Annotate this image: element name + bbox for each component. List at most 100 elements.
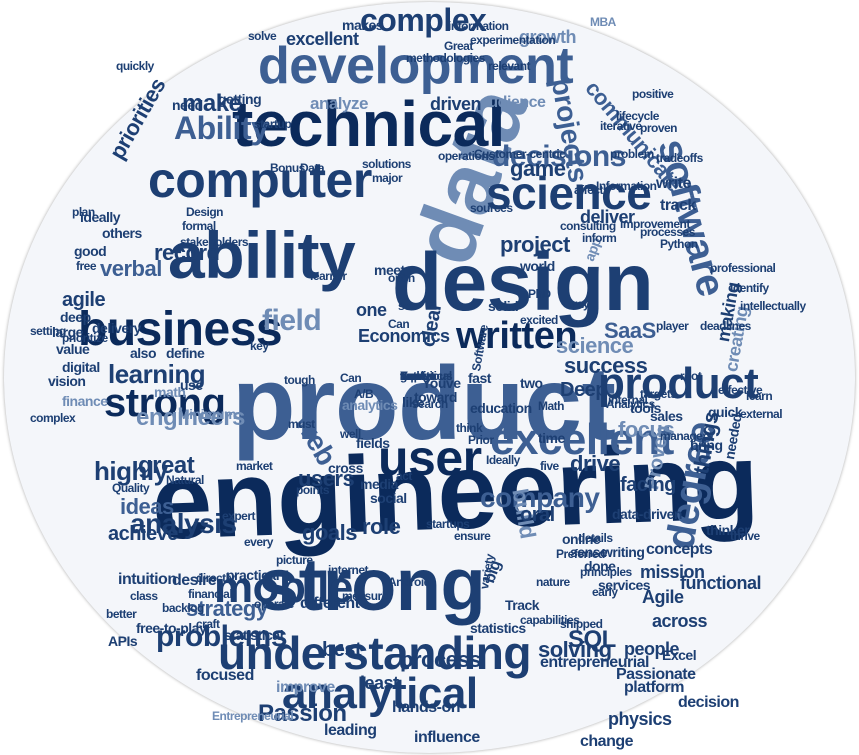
cloud-word: facing xyxy=(620,474,676,496)
cloud-word: one xyxy=(356,300,387,320)
cloud-word: services xyxy=(598,577,651,593)
cloud-word: excited xyxy=(520,313,558,327)
cloud-word: product xyxy=(598,359,759,408)
cloud-word: record xyxy=(154,240,220,265)
cloud-word: concepts xyxy=(646,541,713,558)
cloud-word: written xyxy=(456,315,578,357)
cloud-word: need xyxy=(172,97,203,113)
cloud-word: toward xyxy=(414,389,457,405)
cloud-word: complex xyxy=(30,411,76,425)
cloud-word: open xyxy=(388,271,415,285)
cloud-word: excellent xyxy=(490,415,674,464)
cloud-word: platform xyxy=(624,679,685,696)
cloud-word: influence xyxy=(414,729,480,746)
cloud-word: targets xyxy=(640,387,677,401)
cloud-word: internet xyxy=(328,563,369,577)
cloud-word: search xyxy=(412,397,448,411)
cloud-word: market xyxy=(236,459,273,473)
cloud-word: Great xyxy=(444,39,473,53)
cloud-word: analysis xyxy=(130,508,237,539)
cloud-word: design xyxy=(392,237,654,328)
cloud-word: focused xyxy=(196,667,254,684)
cloud-word: picture xyxy=(276,553,313,567)
cloud-word: practical xyxy=(226,567,280,583)
cloud-word: identify xyxy=(730,281,769,295)
cloud-word: A/B xyxy=(354,387,374,401)
cloud-word: audience xyxy=(480,94,546,111)
cloud-word: thinker xyxy=(706,522,750,538)
cloud-word: Ideally xyxy=(486,453,520,467)
cloud-word: inform xyxy=(582,231,617,245)
cloud-word: understanding xyxy=(218,627,531,679)
cloud-word: improve xyxy=(276,679,335,696)
cloud-word: entrepreneurial xyxy=(540,654,649,671)
cloud-word: Preferred xyxy=(556,547,605,561)
cloud-word: details xyxy=(578,531,613,545)
cloud-word: define xyxy=(166,345,205,361)
cloud-word: better xyxy=(106,607,137,621)
cloud-word: Youve xyxy=(422,375,461,391)
cloud-word: MBA xyxy=(590,15,616,29)
cloud-word: complex xyxy=(360,2,487,38)
cloud-word: ambitious xyxy=(400,369,453,383)
cloud-word: cross xyxy=(328,460,363,476)
cloud-word: project xyxy=(500,232,570,257)
cloud-word: makes xyxy=(342,17,384,33)
cloud-word: see xyxy=(398,299,417,313)
cloud-word: ensure xyxy=(454,529,491,543)
cloud-word: startup xyxy=(254,117,292,131)
cloud-word: get xyxy=(400,369,417,383)
cloud-word: Expert xyxy=(400,369,435,383)
cloud-word: way xyxy=(568,297,590,311)
cloud-word: internal xyxy=(608,393,648,407)
cloud-word: success xyxy=(564,353,648,378)
cloud-word: desire xyxy=(172,572,217,589)
cloud-word: education xyxy=(470,400,532,416)
cloud-word: agile xyxy=(62,289,106,311)
cloud-word: deadlines xyxy=(700,319,751,333)
cloud-word: digital xyxy=(62,359,100,375)
cloud-word: analyze xyxy=(310,94,368,113)
cloud-word: two xyxy=(520,375,543,391)
cloud-word: major xyxy=(372,171,403,185)
cloud-word: measure xyxy=(342,589,388,603)
cloud-word: Passion xyxy=(258,700,347,727)
cloud-word: player xyxy=(656,319,689,333)
cloud-word: think xyxy=(456,421,483,435)
cloud-word: principles xyxy=(580,565,632,579)
cloud-word: nature xyxy=(536,575,570,589)
cloud-word: setting xyxy=(30,324,66,338)
cloud-word: sense xyxy=(570,544,608,560)
cloud-word: quickly xyxy=(116,59,154,73)
cloud-word: driven xyxy=(430,94,482,114)
cloud-word: business xyxy=(78,303,283,356)
cloud-word: Math xyxy=(538,399,565,413)
cloud-word: Track xyxy=(505,597,540,613)
cloud-word: excellent xyxy=(286,29,359,49)
cloud-word: stakeholders xyxy=(180,235,249,249)
cloud-word: thrive xyxy=(730,529,760,543)
cloud-word: like xyxy=(402,394,424,410)
cloud-word: consulting xyxy=(560,219,616,233)
cloud-word: game xyxy=(510,156,566,181)
cloud-word: decisions xyxy=(492,140,626,173)
cloud-word: done xyxy=(584,558,616,574)
cloud-word: Customer-centric xyxy=(474,147,566,161)
cloud-word: managers xyxy=(660,429,713,443)
cloud-word: free xyxy=(76,259,97,273)
cloud-word: proven xyxy=(640,121,678,135)
cloud-word: writing xyxy=(602,544,645,560)
cloud-word: solve xyxy=(248,29,277,43)
cloud-word: Minimum xyxy=(178,406,236,422)
cloud-word: formal xyxy=(182,219,216,233)
cloud-word: shipped xyxy=(560,617,603,631)
cloud-word: tools xyxy=(630,400,661,416)
cloud-word: field xyxy=(262,304,322,337)
cloud-word: strategy xyxy=(186,596,268,621)
cloud-word: time xyxy=(538,430,565,446)
cloud-word: Python xyxy=(660,237,698,251)
cloud-word: write xyxy=(656,175,691,192)
cloud-word: ideas xyxy=(120,494,174,519)
cloud-word: act xyxy=(396,469,412,483)
